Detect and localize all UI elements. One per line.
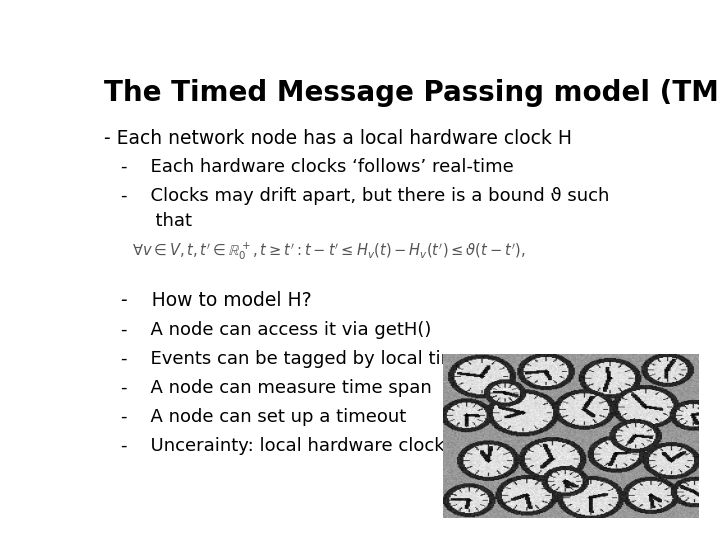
Text: - Each network node has a local hardware clock H: - Each network node has a local hardware… bbox=[104, 129, 572, 149]
Text: -    How to model H?: - How to model H? bbox=[121, 292, 311, 310]
Text: -    A node can measure time span: - A node can measure time span bbox=[121, 379, 431, 397]
Text: -    Uncerainty: local hardware clock drift: - Uncerainty: local hardware clock drift bbox=[121, 437, 487, 455]
Text: -    Clocks may drift apart, but there is a bound ϑ such: - Clocks may drift apart, but there is a… bbox=[121, 187, 609, 205]
Text: -    Each hardware clocks ‘follows’ real-time: - Each hardware clocks ‘follows’ real-ti… bbox=[121, 158, 513, 177]
Text: -    A node can set up a timeout: - A node can set up a timeout bbox=[121, 408, 406, 426]
Text: -    A node can access it via getH(): - A node can access it via getH() bbox=[121, 321, 431, 339]
Text: that: that bbox=[121, 212, 192, 231]
Text: The Timed Message Passing model (TMP): The Timed Message Passing model (TMP) bbox=[104, 79, 720, 107]
Text: $\forall v \in V, t, t' \in \mathbb{R}_0^+, t \geq t': t - t' \leq H_v(t) - H_v(: $\forall v \in V, t, t' \in \mathbb{R}_0… bbox=[132, 240, 525, 262]
Text: -    Events can be tagged by local time: - Events can be tagged by local time bbox=[121, 349, 469, 368]
